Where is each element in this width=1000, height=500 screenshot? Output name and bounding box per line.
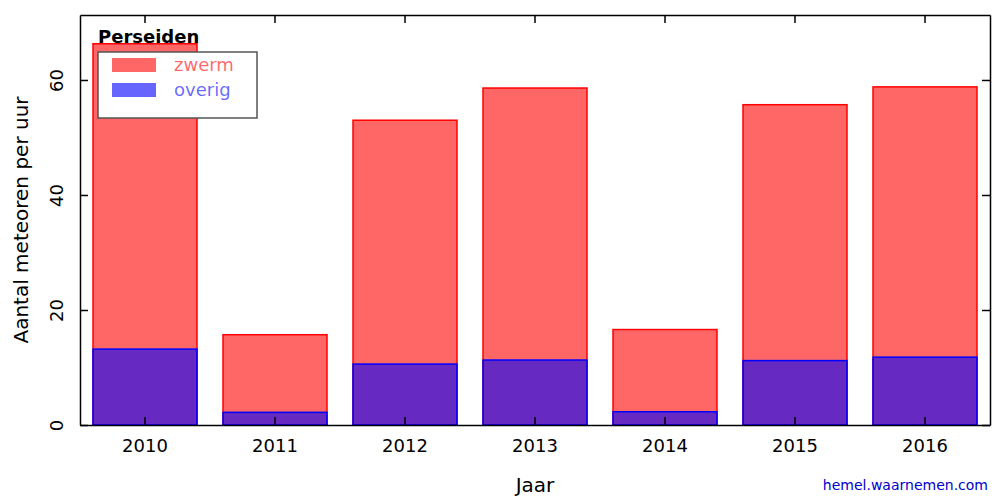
bar [223,335,327,425]
y-tick [982,195,990,196]
y-tick: 60 [46,69,88,92]
x-tick [665,15,666,23]
y-tick [982,425,990,426]
legend-label: overig [174,79,231,100]
x-tick-label: 2010 [122,435,168,456]
y-tick-mark [80,310,88,312]
title: Perseiden [98,26,199,47]
x-tick: 2015 [772,417,818,456]
bar [873,87,977,425]
x-tick-label: 2012 [382,435,428,456]
y-tick: 20 [46,299,88,322]
y-tick-mark [982,195,990,197]
bars [93,44,977,425]
y-axis: 0 20 40 60 [46,16,88,432]
x-tick: 2013 [512,417,558,456]
x-tick: 2010 [122,417,168,456]
x-tick [795,15,796,23]
legend-label: zwerm [174,54,234,75]
bar [483,360,587,425]
y-tick-label: 0 [46,420,67,431]
x-tick [925,15,926,23]
annotation: hemel.waarnemen.com [823,477,988,493]
x-tick-mark [404,15,406,23]
x-tick [145,15,146,23]
y-tick [982,310,990,311]
x-tick-mark [274,417,276,425]
x-tick [535,15,536,23]
bar [613,330,717,425]
bar [223,412,327,425]
y-tick-mark [80,425,88,427]
y-tick-label: 60 [46,69,67,92]
legend-box [98,52,257,118]
x-tick-mark [404,417,406,425]
bar [353,120,457,425]
x-tick: 2014 [642,417,688,456]
x-tick-label: 2014 [642,435,688,456]
x-tick: 2012 [382,417,428,456]
x-tick [405,15,406,23]
y-tick-mark [982,310,990,312]
x-axis-top [81,15,991,23]
bar [483,88,587,425]
x-tick-label: 2013 [512,435,558,456]
x-tick-label: 2011 [252,435,298,456]
x-tick-mark [924,15,926,23]
y-axis-title: Aantal meteoren per uur [9,96,33,344]
y-tick [982,80,990,81]
x-tick-mark [534,15,536,23]
bar [613,412,717,425]
x-tick-mark [664,15,666,23]
y-tick-mark [982,425,990,427]
x-tick [275,15,276,23]
bar [743,361,847,425]
y-tick-mark [80,195,88,197]
x-tick-mark [924,417,926,425]
x-tick-mark [794,417,796,425]
x-tick: 2016 [902,417,948,456]
x-axis: 2010 2011 2012 2013 2014 2015 2016 [81,417,991,456]
y-tick-label: 40 [46,184,67,207]
legend-swatch [112,58,156,72]
x-tick-label: 2015 [772,435,818,456]
legend: Perseiden zwerm overig [98,26,257,118]
bar [353,364,457,425]
x-tick-mark [664,417,666,425]
bar [873,357,977,425]
y-axis-line [80,16,82,426]
y-tick-mark [80,80,88,82]
bar [93,349,197,425]
x-tick-mark [534,417,536,425]
x-tick-label: 2016 [902,435,948,456]
x-tick-mark [794,15,796,23]
y-tick-label: 20 [46,299,67,322]
y-tick: 0 [46,420,88,431]
y-tick-mark [982,80,990,82]
y-axis-right [982,16,991,426]
y-axis-line [990,16,992,426]
y-tick: 40 [46,184,88,207]
x-tick-mark [144,417,146,425]
x-axis-title: Jaar [514,473,555,497]
plot: 2010 2011 2012 2013 2014 2015 2016 0 20 40 60 [46,15,991,456]
bar [743,105,847,425]
x-tick: 2011 [252,417,298,456]
x-tick-mark [274,15,276,23]
x-tick-mark [144,15,146,23]
legend-swatch [112,83,156,97]
